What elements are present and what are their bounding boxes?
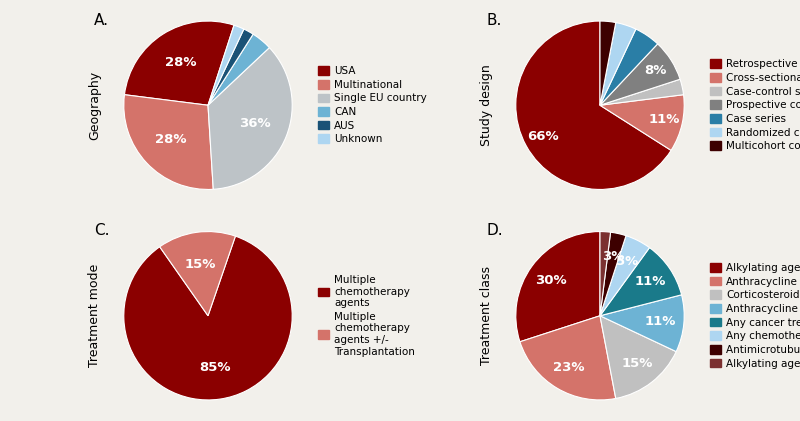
Wedge shape [208, 25, 244, 105]
Wedge shape [520, 316, 616, 400]
Text: B.: B. [486, 13, 502, 28]
Text: 85%: 85% [199, 361, 231, 374]
Text: Treatment mode: Treatment mode [88, 264, 101, 368]
Wedge shape [600, 21, 616, 105]
Wedge shape [600, 248, 682, 316]
Wedge shape [208, 34, 270, 105]
Text: 11%: 11% [634, 275, 666, 288]
Text: 3%: 3% [602, 250, 625, 263]
Text: 15%: 15% [185, 258, 217, 271]
Legend: USA, Multinational, Single EU country, CAN, AUS, Unknown: USA, Multinational, Single EU country, C… [318, 66, 427, 144]
Wedge shape [600, 236, 650, 316]
Text: C.: C. [94, 223, 110, 238]
Wedge shape [125, 21, 234, 105]
Wedge shape [160, 232, 235, 316]
Text: 30%: 30% [535, 274, 566, 287]
Text: 5%: 5% [616, 255, 638, 268]
Text: 66%: 66% [526, 131, 558, 144]
Wedge shape [600, 29, 658, 105]
Wedge shape [516, 232, 600, 342]
Legend: Multiple
chemotherapy
agents, Multiple
chemotherapy
agents +/-
Transplantation: Multiple chemotherapy agents, Multiple c… [318, 275, 415, 357]
Text: 36%: 36% [239, 117, 270, 131]
Wedge shape [516, 21, 671, 189]
Text: Treatment class: Treatment class [480, 266, 493, 365]
Text: 28%: 28% [155, 133, 187, 147]
Legend: Alkylating agents, Anthracycline, Corticosteroids, Anthracycline + Alkylating ag: Alkylating agents, Anthracycline, Cortic… [710, 263, 800, 368]
Text: A.: A. [94, 13, 110, 28]
Text: 8%: 8% [644, 64, 666, 77]
Wedge shape [600, 79, 683, 105]
Text: Geography: Geography [88, 71, 101, 140]
Wedge shape [600, 232, 626, 316]
Wedge shape [600, 95, 684, 150]
Wedge shape [208, 48, 292, 189]
Legend: Retrospective cohort study, Cross-sectional analysis, Case-control study, Prospe: Retrospective cohort study, Cross-sectio… [710, 59, 800, 151]
Wedge shape [600, 316, 676, 398]
Wedge shape [124, 236, 292, 400]
Wedge shape [600, 44, 680, 105]
Text: 11%: 11% [645, 315, 676, 328]
Wedge shape [600, 23, 636, 105]
Text: D.: D. [486, 223, 503, 238]
Text: 23%: 23% [554, 362, 585, 374]
Wedge shape [124, 95, 214, 189]
Text: 28%: 28% [165, 56, 197, 69]
Wedge shape [208, 29, 253, 105]
Text: 15%: 15% [622, 357, 653, 370]
Wedge shape [600, 232, 610, 316]
Text: 11%: 11% [649, 113, 680, 126]
Text: Study design: Study design [480, 64, 493, 146]
Wedge shape [600, 295, 684, 352]
